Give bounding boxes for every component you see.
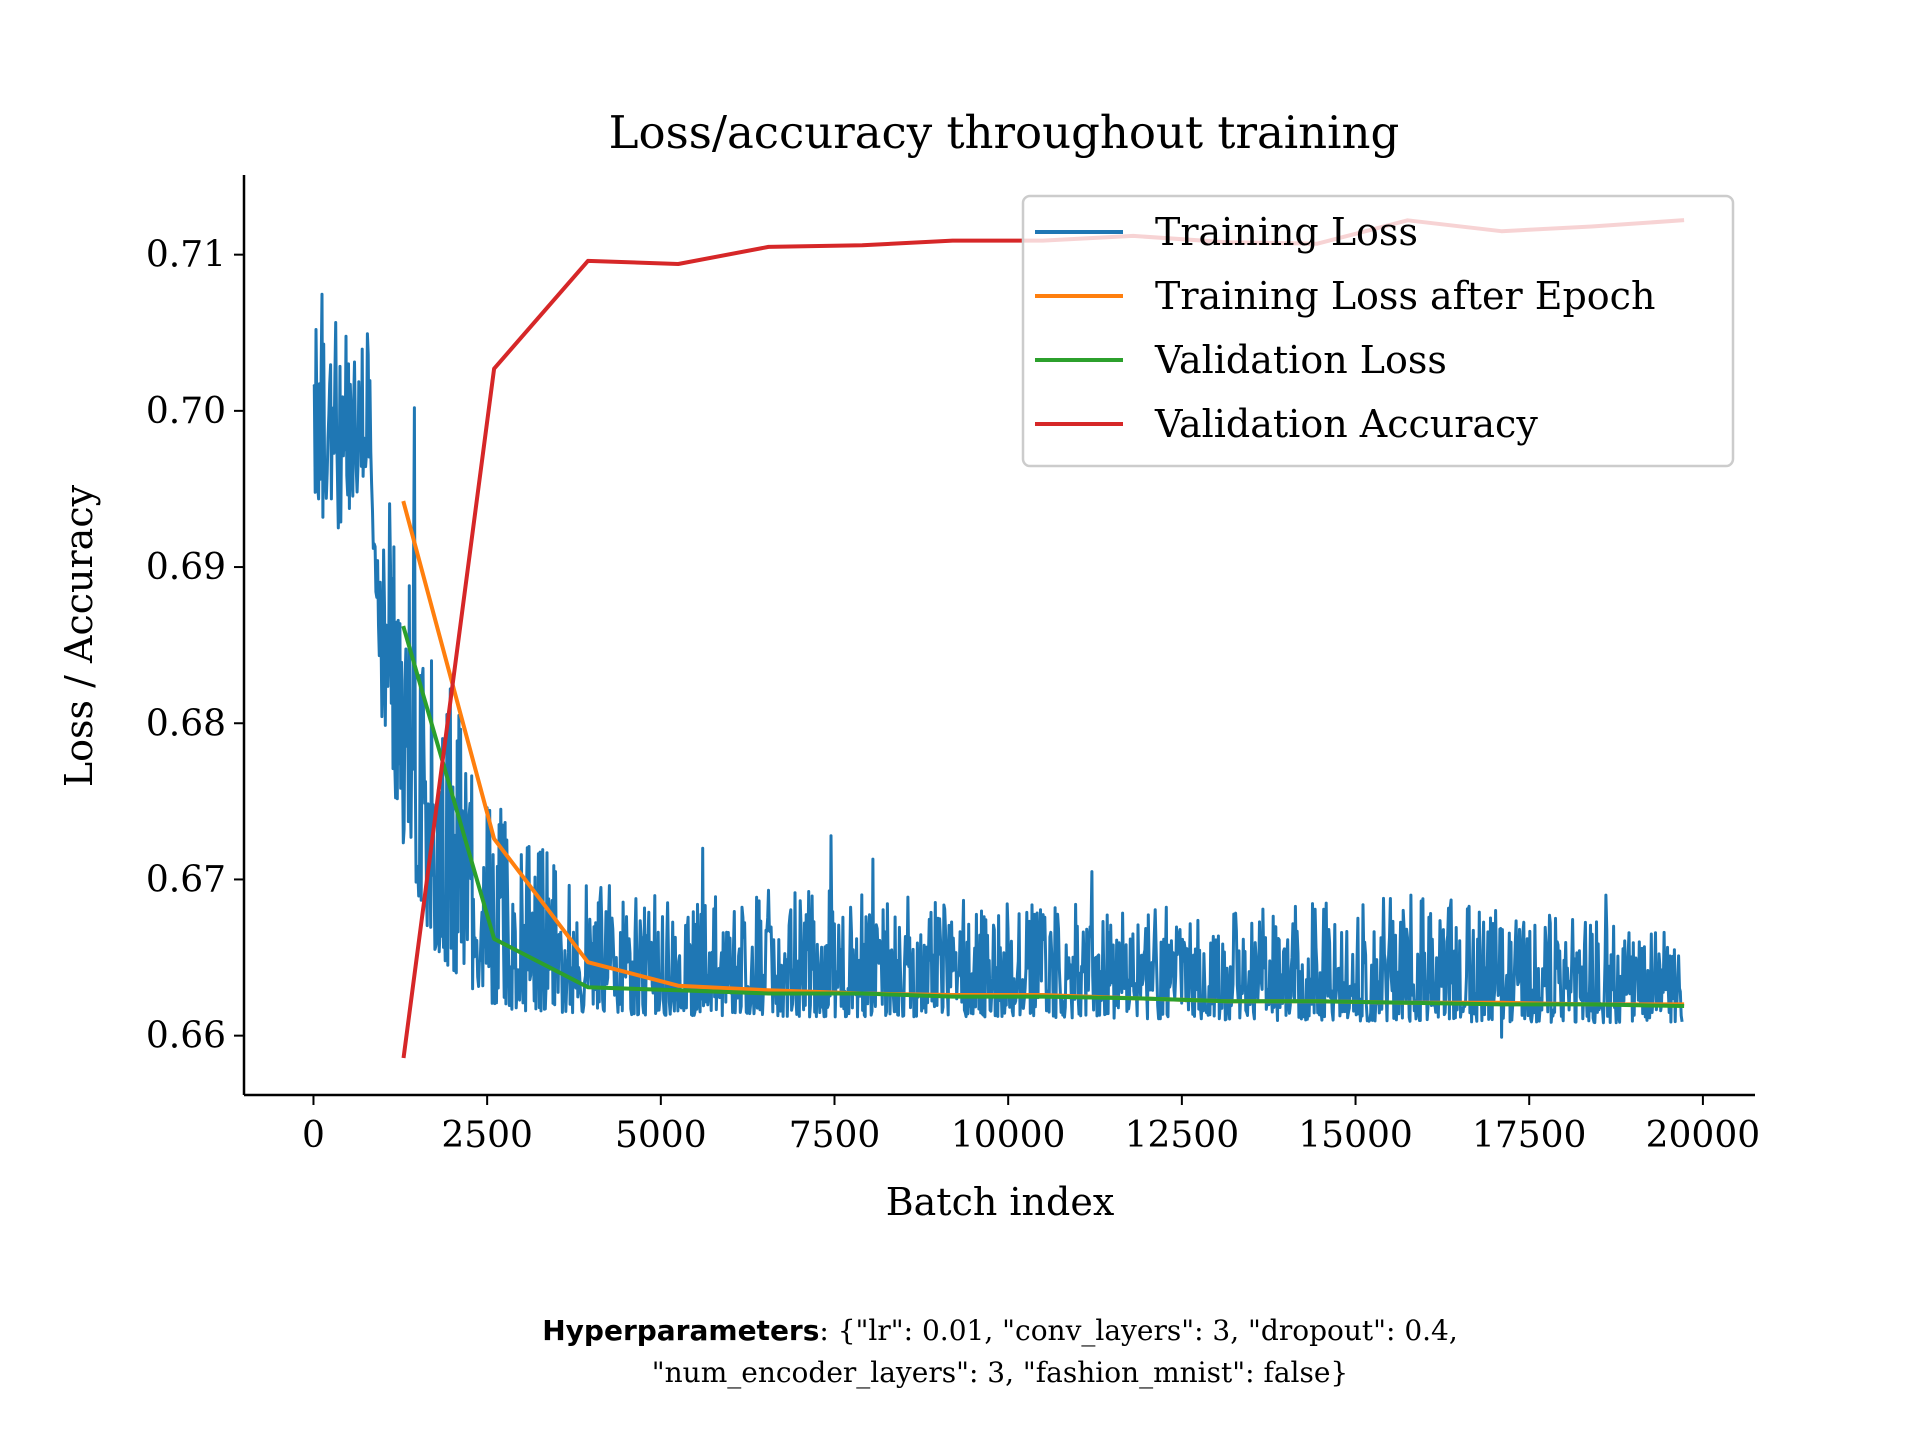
hyperparameters-caption: Hyperparameters: {"lr": 0.01, "conv_laye… <box>410 1310 1590 1394</box>
legend-label-training-loss: Training Loss <box>1155 210 1418 254</box>
y-axis-label: Loss / Accuracy <box>57 484 101 787</box>
caption-label: Hyperparameters <box>542 1314 820 1347</box>
legend-label-validation-accuracy: Validation Accuracy <box>1154 402 1538 446</box>
x-tick-label: 20000 <box>1646 1115 1761 1156</box>
axis-ticks: 0 2500 5000 7500 10000 12500 15000 17500 20000 0.… <box>146 235 1760 1156</box>
series-line-validation-loss <box>401 625 1685 1009</box>
x-tick-label: 17500 <box>1472 1115 1587 1156</box>
y-tick-label: 0.71 <box>146 235 226 276</box>
legend-label-validation-loss: Validation Loss <box>1154 338 1447 382</box>
legend: Training Loss Training Loss after Epoch Va… <box>1021 194 1735 468</box>
x-tick-label: 0 <box>302 1115 325 1156</box>
x-tick-label: 12500 <box>1125 1115 1240 1156</box>
y-tick-label: 0.67 <box>146 859 226 900</box>
x-axis-label: Batch index <box>886 1180 1115 1224</box>
x-tick-label: 10000 <box>951 1115 1066 1156</box>
series-line-training-loss <box>312 292 1684 1039</box>
y-tick-label: 0.69 <box>146 547 226 588</box>
x-tick-label: 5000 <box>615 1115 707 1156</box>
y-tick-label: 0.70 <box>146 391 226 432</box>
x-tick-label: 2500 <box>441 1115 533 1156</box>
caption-text: : {"lr": 0.01, "conv_layers": 3, "dropou… <box>651 1314 1458 1389</box>
y-tick-label: 0.68 <box>146 703 226 744</box>
x-tick-label: 7500 <box>789 1115 881 1156</box>
y-tick-label: 0.66 <box>146 1016 226 1057</box>
legend-frame <box>1021 194 1735 468</box>
legend-label-training-loss-after-epoch: Training Loss after Epoch <box>1155 274 1655 318</box>
chart-title: Loss/accuracy throughout training <box>609 106 1400 159</box>
x-tick-label: 15000 <box>1298 1115 1413 1156</box>
